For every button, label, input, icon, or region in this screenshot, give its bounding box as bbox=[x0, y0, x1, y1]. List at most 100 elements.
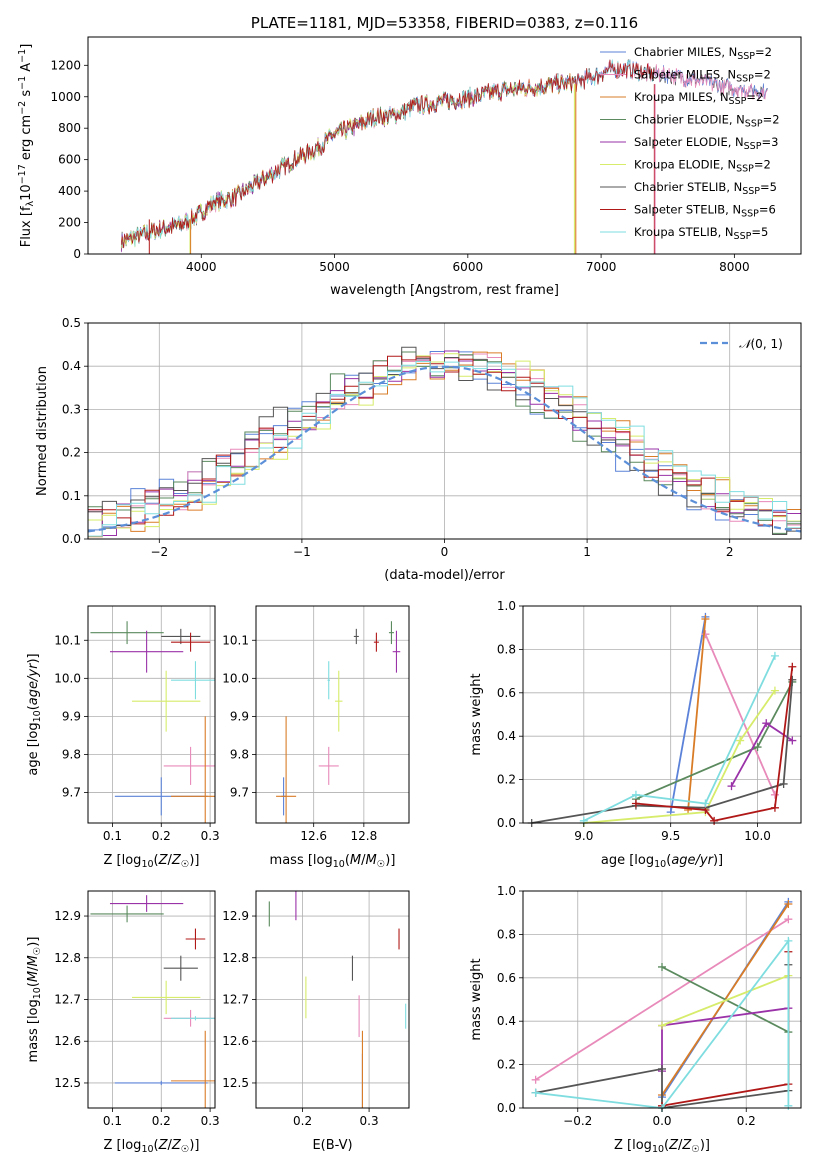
y-tick-label: 1000 bbox=[50, 90, 81, 104]
label-part: SSP bbox=[737, 51, 755, 62]
label-part: / bbox=[168, 853, 173, 868]
weight-marker bbox=[531, 1088, 540, 1097]
x-tick-label: 4000 bbox=[186, 260, 217, 274]
label-part: Kroupa MILES, N bbox=[634, 90, 729, 104]
weight-marker bbox=[701, 799, 710, 808]
x-tick-label: 0.0 bbox=[652, 1114, 671, 1128]
label-part: Z bbox=[681, 1138, 692, 1153]
weight-marker bbox=[784, 915, 793, 924]
y-axis-label: Flux [fλ10−17 erg cm−2 s−1 A−1] bbox=[17, 44, 36, 248]
weight-marker bbox=[658, 962, 666, 971]
label-part: 𝒩 bbox=[739, 337, 754, 351]
label-part: M bbox=[26, 971, 41, 982]
label-part: / bbox=[361, 853, 366, 868]
label-part: age [log bbox=[601, 853, 654, 868]
legend-entry: Chabrier ELODIE, NSSP=2 bbox=[634, 113, 780, 130]
y-tick-label: 12.9 bbox=[222, 909, 249, 923]
weight-marker bbox=[701, 630, 710, 639]
label-part: =2 bbox=[754, 158, 771, 172]
y-tick-label: 0.2 bbox=[497, 1058, 516, 1072]
weight-marker bbox=[727, 782, 736, 791]
x-tick-label: −2 bbox=[150, 545, 168, 559]
y-tick-label: 12.7 bbox=[222, 993, 249, 1007]
label-part: )] bbox=[26, 653, 41, 663]
label-part: −17 bbox=[17, 164, 28, 184]
weight-marker bbox=[753, 743, 762, 752]
y-tick-label: 800 bbox=[58, 121, 81, 135]
y-axis-label: Normed distribution bbox=[35, 366, 50, 496]
weight-line-kroupa_stelib bbox=[583, 655, 776, 822]
label-part: E(B-V) bbox=[312, 1138, 352, 1153]
weight-marker bbox=[784, 900, 793, 909]
x-tick-label: 0.3 bbox=[360, 1114, 379, 1128]
label-part: ( bbox=[154, 853, 159, 868]
label-part: Salpeter MILES, N bbox=[634, 68, 736, 82]
y-axis-label: mass weight bbox=[469, 673, 484, 755]
label-part: =2 bbox=[754, 68, 771, 82]
y-tick-label: 0.8 bbox=[497, 927, 516, 941]
x-tick-label: 10.0 bbox=[744, 829, 771, 843]
weight-line-chabrier_miles bbox=[669, 616, 707, 813]
axes-frame bbox=[255, 605, 410, 824]
spectrum-salpeter_stelib bbox=[120, 59, 655, 249]
y-tick-label: 12.6 bbox=[222, 1034, 249, 1048]
x-axis-label: mass [log10(M/M☉)] bbox=[270, 853, 396, 870]
axes-frame bbox=[522, 890, 802, 1109]
y-tick-label: 0.3 bbox=[62, 402, 81, 416]
weight-marker bbox=[631, 790, 640, 799]
y-tick-label: 0.0 bbox=[497, 816, 516, 830]
label-part: (0, 1) bbox=[751, 337, 783, 351]
weight-marker bbox=[762, 719, 771, 728]
y-tick-label: 12.9 bbox=[54, 909, 81, 923]
label-part: A bbox=[19, 63, 34, 76]
legend-entry: Salpeter STELIB, NSSP=6 bbox=[634, 203, 776, 220]
label-part: 10 bbox=[333, 859, 345, 870]
axes-frame bbox=[87, 890, 216, 1109]
label-part: ( bbox=[664, 1138, 669, 1153]
weight-marker bbox=[770, 651, 779, 660]
y-tick-label: 10.0 bbox=[222, 671, 249, 685]
y-tick-label: 0.8 bbox=[497, 642, 516, 656]
label-part: 10 bbox=[654, 859, 666, 870]
legend-entry: Kroupa STELIB, NSSP=5 bbox=[634, 225, 768, 242]
label-part: 10 bbox=[32, 987, 43, 999]
label-part: )] bbox=[26, 937, 41, 947]
y-tick-label: 9.9 bbox=[230, 709, 249, 723]
y-tick-label: 1.0 bbox=[497, 884, 516, 898]
label-part: s bbox=[19, 90, 34, 101]
weight-marker bbox=[531, 1075, 540, 1084]
label-part: Salpeter ELODIE, N bbox=[634, 135, 744, 149]
legend-entry: Chabrier STELIB, NSSP=5 bbox=[634, 180, 777, 197]
y-tick-label: 0.5 bbox=[62, 316, 81, 330]
y-tick-label: 12.8 bbox=[222, 951, 249, 965]
y-tick-label: 0.6 bbox=[497, 971, 516, 985]
label-part: ☉ bbox=[32, 947, 43, 956]
label-part: Z bbox=[171, 853, 182, 868]
legend-entry: 𝒩(0, 1) bbox=[739, 337, 783, 351]
weight-line-salpeter_miles bbox=[535, 918, 789, 1081]
axes-frame bbox=[87, 322, 802, 540]
frames-layer bbox=[84, 36, 802, 1112]
x-tick-label: −0.2 bbox=[563, 1114, 592, 1128]
y-axis-label: age [log10(age/yr)] bbox=[26, 653, 43, 775]
legend-entry: Salpeter ELODIE, NSSP=3 bbox=[634, 135, 778, 152]
x-tick-label: 0.2 bbox=[152, 829, 171, 843]
label-part: )] bbox=[189, 1138, 199, 1153]
label-part: Z bbox=[158, 1138, 169, 1153]
label-part: / bbox=[168, 1138, 173, 1153]
label-part: ☉ bbox=[181, 859, 190, 870]
label-part: Z bbox=[668, 1138, 679, 1153]
label-part: )] bbox=[713, 853, 723, 868]
label-part: Chabrier STELIB, N bbox=[634, 180, 742, 194]
y-tick-label: 9.7 bbox=[230, 786, 249, 800]
label-part: Salpeter STELIB, N bbox=[634, 203, 741, 217]
label-part: SSP bbox=[741, 209, 759, 220]
weight-marker bbox=[788, 736, 797, 745]
y-tick-label: 12.6 bbox=[54, 1034, 81, 1048]
x-tick-label: 0.2 bbox=[152, 1114, 171, 1128]
y-tick-label: 9.8 bbox=[230, 747, 249, 761]
label-part: ( bbox=[345, 853, 350, 868]
weight-marker bbox=[658, 1064, 666, 1073]
x-tick-label: 1 bbox=[583, 545, 591, 559]
